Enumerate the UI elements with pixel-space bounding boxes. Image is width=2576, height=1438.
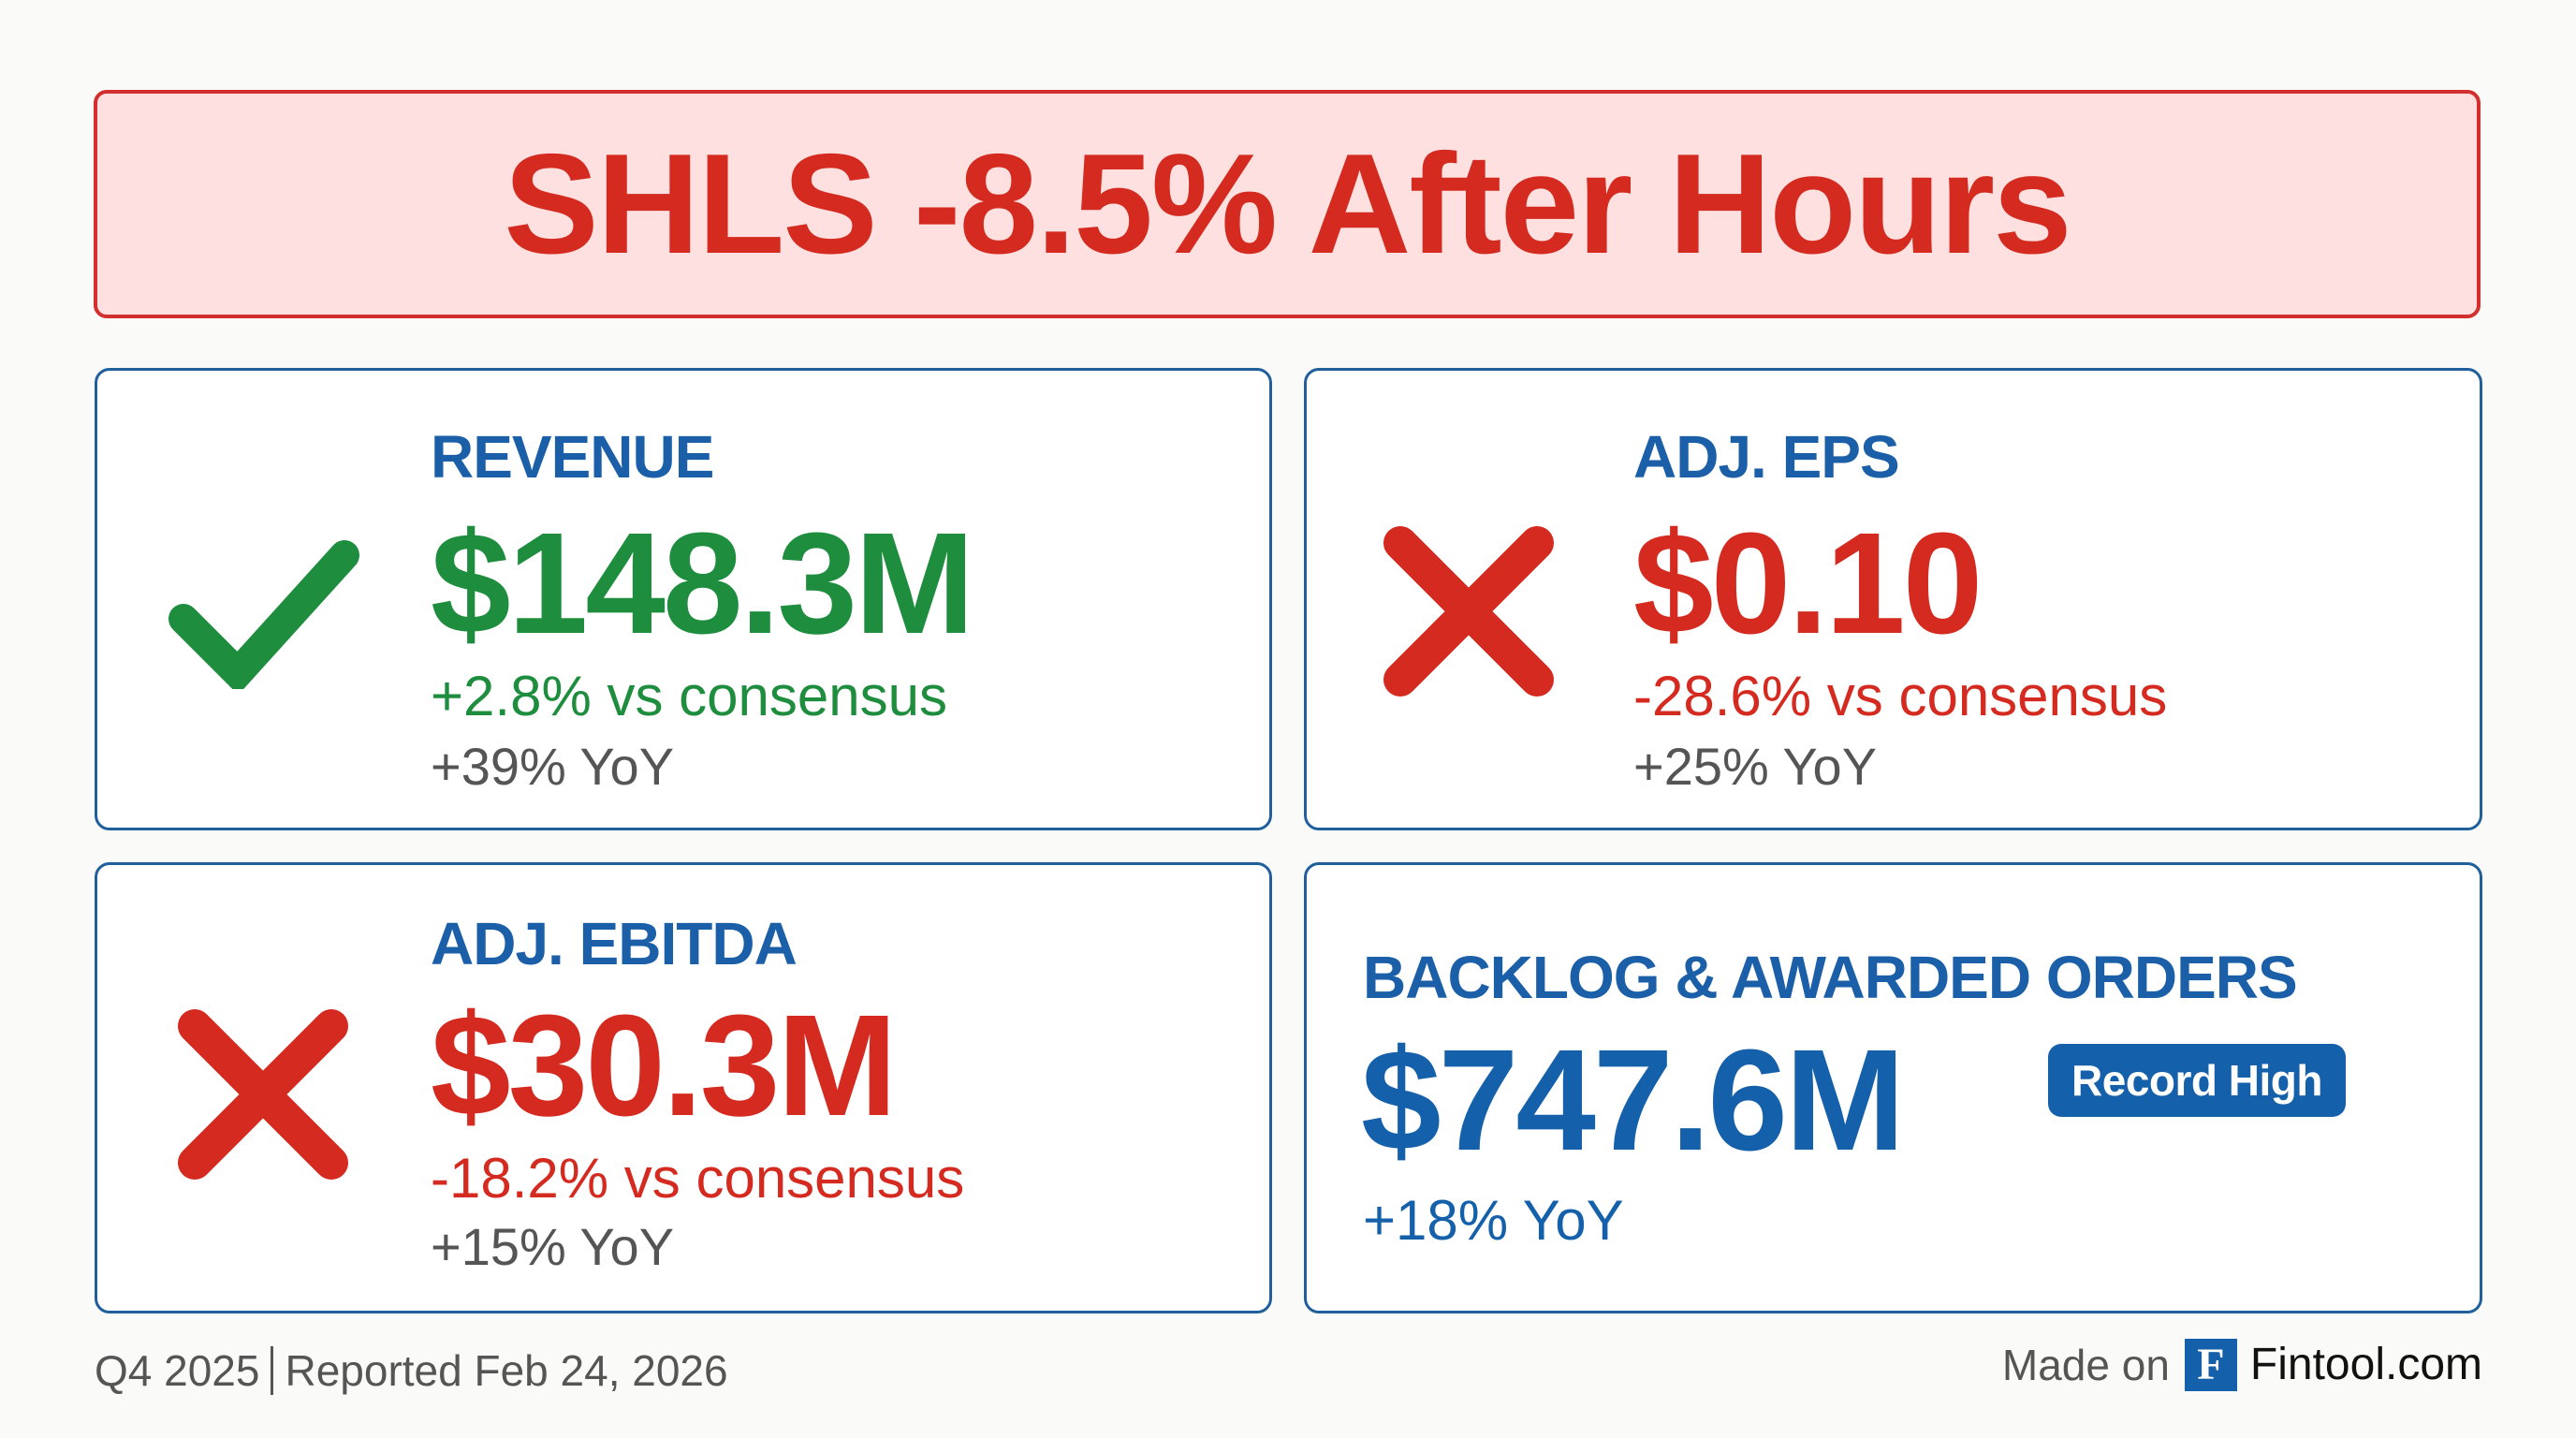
vs-consensus: -28.6% vs consensus — [1633, 665, 2168, 727]
metric-value: $30.3M — [431, 985, 898, 1146]
yoy-change: +39% YoY — [431, 737, 675, 796]
metric-card-backlog: BACKLOG & AWARDED ORDERS $747.6M Record … — [1304, 862, 2482, 1313]
metric-label: ADJ. EBITDA — [431, 910, 798, 977]
yoy-change: +15% YoY — [431, 1217, 675, 1276]
headline-banner: SHLS -8.5% After Hours — [94, 90, 2481, 318]
metric-value: $0.10 — [1633, 503, 1983, 664]
headline-title: SHLS -8.5% After Hours — [504, 125, 2071, 284]
vs-consensus: +2.8% vs consensus — [431, 665, 947, 727]
fiscal-period: Q4 2025 — [95, 1346, 260, 1395]
made-on-label: Made on — [2001, 1341, 2170, 1389]
divider — [271, 1346, 274, 1395]
x-mark-icon — [1380, 522, 1558, 700]
badge-label: Record High — [2071, 1056, 2322, 1105]
metric-label: REVENUE — [431, 423, 714, 491]
report-period: Q4 2025 Reported Feb 24, 2026 — [95, 1346, 728, 1395]
report-date: Reported Feb 24, 2026 — [285, 1346, 728, 1395]
brand-name: Fintool.com — [2249, 1340, 2482, 1389]
metric-label: ADJ. EPS — [1633, 423, 1900, 491]
attribution: Made on F Fintool.com — [2002, 1339, 2482, 1391]
metric-card-adj-ebitda: ADJ. EBITDA $30.3M -18.2% vs consensus +… — [95, 862, 1272, 1313]
fintool-logo-icon: F — [2184, 1339, 2237, 1391]
metric-card-revenue: REVENUE $148.3M +2.8% vs consensus +39% … — [95, 368, 1272, 830]
metric-value: $747.6M — [1361, 1020, 1905, 1181]
yoy-change: +18% YoY — [1363, 1189, 1624, 1252]
checkmark-icon — [165, 535, 363, 689]
x-mark-icon — [174, 1005, 352, 1183]
vs-consensus: -18.2% vs consensus — [431, 1147, 965, 1210]
metric-card-adj-eps: ADJ. EPS $0.10 -28.6% vs consensus +25% … — [1304, 368, 2482, 830]
record-high-badge: Record High — [2048, 1044, 2346, 1117]
yoy-change: +25% YoY — [1633, 737, 1878, 796]
metric-label: BACKLOG & AWARDED ORDERS — [1363, 944, 2298, 1011]
metric-value: $148.3M — [431, 503, 974, 664]
